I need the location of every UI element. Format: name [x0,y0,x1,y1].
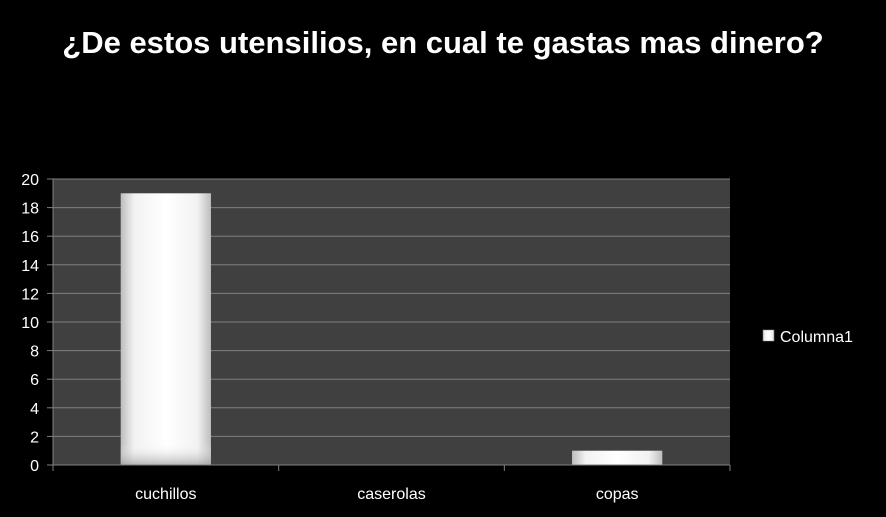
y-tick-label: 12 [21,286,39,303]
legend-label: Columna1 [780,329,853,346]
chart-title: ¿De estos utensilios, en cual te gastas … [62,25,824,60]
y-tick-label: 0 [30,458,39,475]
y-tick-label: 6 [30,372,39,389]
legend: Columna1 [762,329,853,346]
legend-swatch [762,329,775,342]
x-tick-label: copas [596,486,639,503]
y-tick-label: 20 [21,172,39,189]
y-tick-label: 2 [30,429,39,446]
y-axis-ticks: 0 2 4 6 8 10 12 14 16 18 20 [21,172,54,475]
x-axis: cuchillos caserolas copas [52,464,731,503]
y-tick-label: 4 [30,401,39,418]
y-tick-label: 16 [21,229,39,246]
y-tick-label: 10 [21,315,39,332]
x-tick-label: cuchillos [135,486,196,503]
y-tick-label: 14 [21,258,39,275]
x-tick-label: caserolas [357,486,425,503]
bars [120,193,663,466]
bar-shade [572,450,663,465]
bar-shade [120,193,211,466]
y-tick-label: 8 [30,344,39,361]
y-tick-label: 18 [21,201,39,218]
